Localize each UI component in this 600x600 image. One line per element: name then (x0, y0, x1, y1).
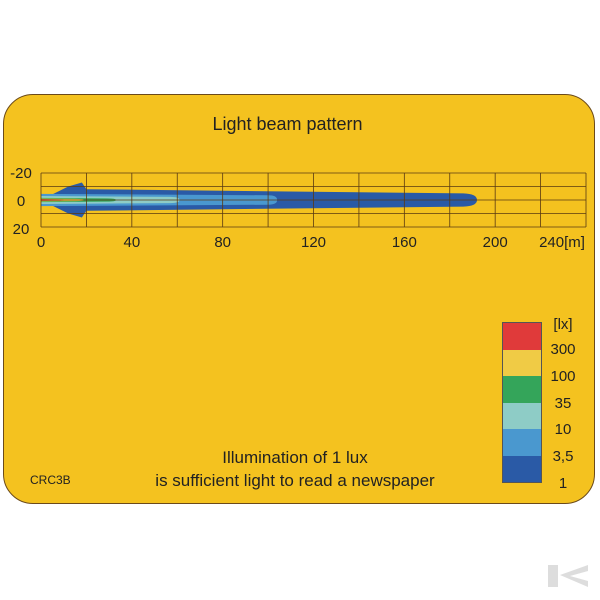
x-tick-label: 160 (392, 234, 417, 251)
lux-legend (502, 322, 542, 483)
x-tick-label: 40 (123, 234, 140, 251)
legend-label: 100 (550, 367, 576, 385)
y-tick-label: 0 (17, 193, 25, 210)
legend-label: 1 (558, 475, 568, 492)
x-tick-label: 200 (483, 234, 508, 251)
legend-swatch-35 (503, 376, 541, 403)
brand-logo (548, 565, 588, 587)
legend-label: 300 (550, 341, 576, 358)
legend-swatch-1 (503, 455, 541, 482)
legend-unit: [lx] (553, 316, 573, 333)
diagram-title: Light beam pattern (212, 114, 363, 134)
caption-line-1: Illumination of 1 lux (222, 448, 368, 467)
x-tick-label: 240[m] (539, 234, 585, 251)
diagram-card (3, 94, 595, 504)
y-tick-label: -20 (10, 165, 32, 182)
legend-swatch-3,5 (503, 429, 541, 456)
legend-swatch-10 (503, 402, 541, 429)
legend-label: 10 (554, 421, 572, 439)
x-tick-label: 0 (37, 234, 45, 251)
legend-label: 3,5 (552, 448, 574, 466)
x-tick-label: 80 (214, 234, 231, 251)
model-code: CRC3B (30, 473, 71, 487)
y-tick-label: 20 (13, 221, 30, 238)
x-tick-label: 120 (301, 234, 326, 251)
legend-label: 35 (554, 394, 572, 412)
legend-swatch-100 (503, 349, 541, 376)
beam-plot: 0 40 80 120 160 200 240[m] -20 0 20 (10, 165, 587, 251)
caption-line-2: is sufficient light to read a newspaper (155, 471, 435, 490)
caption: Illumination of 1 lux is sufficient ligh… (100, 446, 490, 492)
legend-swatch-300 (503, 323, 541, 350)
